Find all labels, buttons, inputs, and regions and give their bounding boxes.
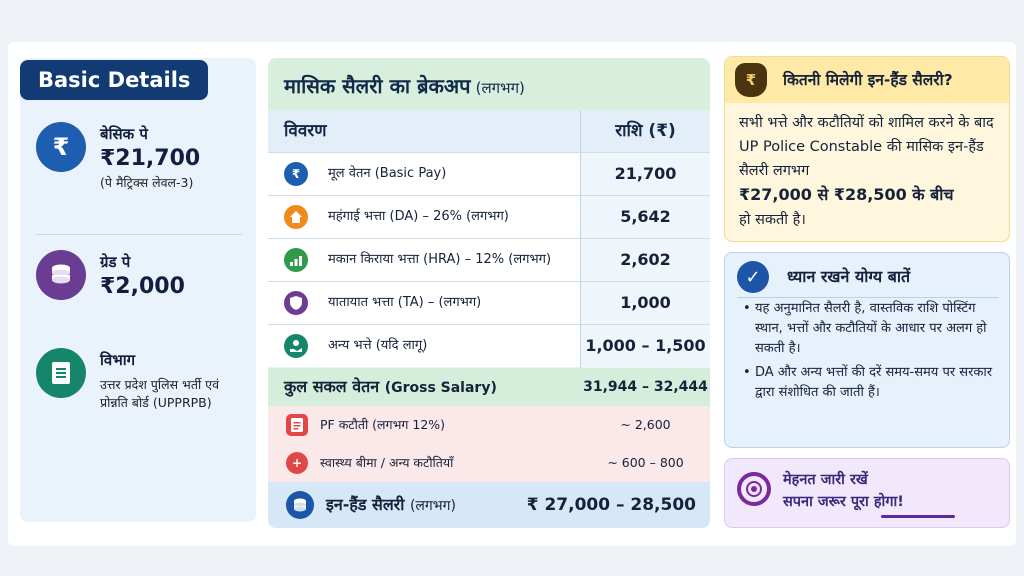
coins-icon [36,250,86,300]
home-icon [284,205,308,229]
inhand-salary-row: इन-हैंड सैलरी (लगभग) ₹ 27,000 – 28,500 [268,482,710,528]
table-row: महंगाई भत्ता (DA) – 26% (लगभग) 5,642 [268,195,710,238]
money-bag-icon: ₹ [735,63,767,97]
deduction-amount: ~ 600 – 800 [607,455,684,470]
deduction-row: + स्वास्थ्य बीमा / अन्य कटौतियाँ ~ 600 –… [268,444,710,482]
list-item: यह अनुमानित सैलरी है, वास्तविक राशि पोस्… [743,299,1001,359]
rupee-icon: ₹ [36,122,86,172]
basic-pay-sub: (पे मैट्रिक्स लेवल-3) [100,175,194,190]
column-header-amount: राशि (₹) [581,110,710,152]
coin-stack-icon [286,491,314,519]
rupee-icon: ₹ [284,162,308,186]
inhand-card-text: सभी भत्ते और कटौतियों को शामिल करने के ब… [739,115,994,179]
table-row: ₹ मूल वेतन (Basic Pay) 21,700 [268,152,710,195]
motivation-line-1: मेहनत जारी रखें [783,472,868,488]
inhand-summary-card: ₹ कितनी मिलेगी इन-हैंड सैलरी? सभी भत्ते … [724,56,1010,242]
divider [36,234,242,235]
table-row: मकान किराया भत्ता (HRA) – 12% (लगभग) 2,6… [268,238,710,281]
row-amount: 1,000 – 1,500 [581,325,710,367]
basic-pay-label: बेसिक पे [100,125,148,143]
inhand-card-text-end: हो सकती है। [739,212,806,228]
deduction-amount: ~ 2,600 [620,417,671,432]
breakup-title: मासिक सैलरी का ब्रेकअप [284,74,471,98]
basic-pay-item: ₹ बेसिक पे ₹21,700 (पे मैट्रिक्स लेवल-3) [36,122,248,208]
column-header-details: विवरण [268,110,580,152]
chart-icon [284,248,308,272]
department-label: विभाग [100,351,136,369]
shield-icon [284,291,308,315]
inhand-card-highlight: ₹27,000 से ₹28,500 के बीच [739,185,954,204]
row-label: महंगाई भत्ता (DA) – 26% (लगभग) [328,209,509,224]
grade-pay-label: ग्रेड पे [100,253,131,271]
deduction-row: PF कटौती (लगभग 12%) ~ 2,600 [268,406,710,444]
grade-pay-item: ग्रेड पे ₹2,000 [36,250,248,320]
basic-details-title: Basic Details [20,60,209,100]
underline-stroke [881,515,955,518]
inhand-card-body: सभी भत्ते और कटौतियों को शामिल करने के ब… [739,111,1003,232]
list-item: DA और अन्य भत्तों की दरें समय-समय पर सरक… [743,363,1001,403]
basic-pay-value: ₹21,700 [100,146,201,171]
column-divider [580,110,581,368]
row-amount: 2,602 [581,239,710,281]
inhand-card-title: कितनी मिलेगी इन-हैंड सैलरी? [783,71,953,89]
table-row: अन्य भत्ते (यदि लागू) 1,000 – 1,500 [268,324,710,367]
pf-document-icon [286,414,308,436]
row-amount: 5,642 [581,196,710,238]
deduction-label: PF कटौती (लगभग 12%) [320,417,446,432]
notes-card: ✓ ध्यान रखने योग्य बातें यह अनुमानित सैल… [724,252,1010,448]
salary-breakup-panel: मासिक सैलरी का ब्रेकअप (लगभग) विवरण राशि… [268,58,710,528]
row-label: मूल वेतन (Basic Pay) [328,166,447,181]
document-icon [36,348,86,398]
notes-list: यह अनुमानित सैलरी है, वास्तविक राशि पोस्… [743,299,1001,407]
row-amount: 21,700 [581,153,710,195]
gross-salary-amount: 31,944 – 32,444 [583,379,708,395]
inhand-salary-amount: ₹ 27,000 – 28,500 [526,495,696,515]
target-icon [737,472,771,506]
gross-salary-row: कुल सकल वेतन (Gross Salary) 31,944 – 32,… [268,368,710,406]
inhand-salary-label: इन-हैंड सैलरी (लगभग) [326,495,456,514]
motivation-card: मेहनत जारी रखें सपना जरूर पूरा होगा! [724,458,1010,528]
motivation-text: मेहनत जारी रखें सपना जरूर पूरा होगा! [783,469,904,513]
breakup-title-note: (लगभग) [475,79,525,97]
notes-title: ध्यान रखने योग्य बातें [787,267,911,286]
row-label: यातायात भत्ता (TA) – (लगभग) [328,295,482,310]
table-row: यातायात भत्ता (TA) – (लगभग) 1,000 [268,281,710,324]
inhand-card-header: ₹ कितनी मिलेगी इन-हैंड सैलरी? [725,57,1009,103]
row-label: मकान किराया भत्ता (HRA) – 12% (लगभग) [328,252,552,267]
row-label: अन्य भत्ते (यदि लागू) [328,338,428,353]
row-amount: 1,000 [581,282,710,324]
motivation-line-2: सपना जरूर पूरा होगा! [783,494,904,510]
department-value: उत्तर प्रदेश पुलिस भर्ती एवं प्रोन्नति ब… [100,377,220,410]
hand-coin-icon [284,334,308,358]
grade-pay-value: ₹2,000 [100,274,185,299]
divider [737,297,999,298]
check-circle-icon: ✓ [737,261,769,293]
breakup-header: मासिक सैलरी का ब्रेकअप (लगभग) [268,58,710,110]
department-item: विभाग उत्तर प्रदेश पुलिस भर्ती एवं प्रोन… [36,348,248,438]
deduction-label: स्वास्थ्य बीमा / अन्य कटौतियाँ [320,455,454,470]
gross-salary-label: कुल सकल वेतन (Gross Salary) [284,377,497,396]
medical-plus-icon: + [286,452,308,474]
basic-details-panel: Basic Details ₹ बेसिक पे ₹21,700 (पे मैट… [20,58,256,522]
